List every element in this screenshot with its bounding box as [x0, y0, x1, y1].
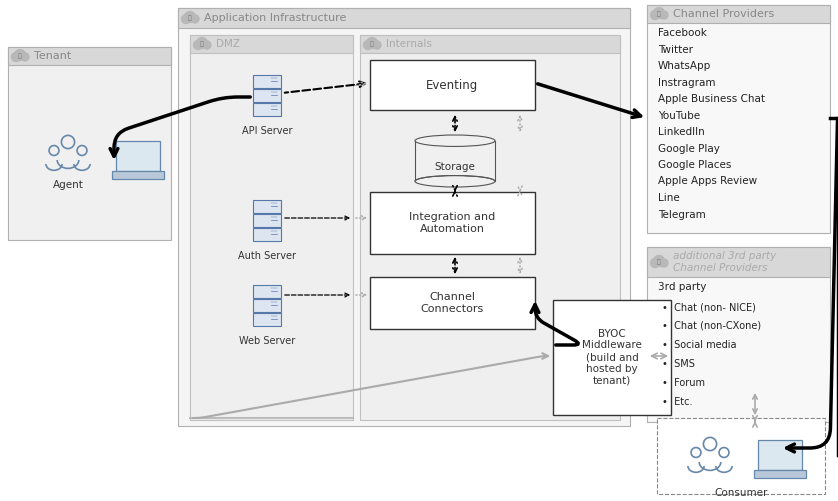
FancyBboxPatch shape: [253, 75, 281, 88]
FancyBboxPatch shape: [253, 214, 281, 226]
FancyBboxPatch shape: [253, 313, 281, 326]
Text: Tenant: Tenant: [34, 51, 71, 61]
Circle shape: [14, 50, 25, 61]
Text: Apple Business Chat: Apple Business Chat: [658, 94, 765, 104]
Circle shape: [650, 259, 660, 268]
FancyBboxPatch shape: [370, 192, 535, 254]
Text: •  Forum: • Forum: [662, 378, 705, 388]
Ellipse shape: [415, 135, 495, 146]
Text: ⚿: ⚿: [200, 42, 204, 47]
FancyBboxPatch shape: [657, 418, 825, 494]
FancyBboxPatch shape: [253, 200, 281, 212]
Text: Twitter: Twitter: [658, 45, 693, 55]
FancyBboxPatch shape: [553, 300, 671, 415]
FancyBboxPatch shape: [112, 171, 164, 179]
Text: Storage: Storage: [435, 162, 475, 172]
FancyBboxPatch shape: [370, 60, 535, 110]
FancyBboxPatch shape: [647, 5, 830, 233]
Text: Facebook: Facebook: [658, 28, 707, 38]
Circle shape: [650, 11, 660, 20]
Text: ⚿: ⚿: [370, 42, 374, 47]
Circle shape: [373, 41, 381, 49]
Text: YouTube: YouTube: [658, 111, 700, 121]
FancyBboxPatch shape: [253, 103, 281, 116]
FancyBboxPatch shape: [253, 299, 281, 312]
FancyBboxPatch shape: [360, 35, 620, 420]
FancyBboxPatch shape: [647, 247, 830, 422]
FancyBboxPatch shape: [370, 277, 535, 329]
Circle shape: [194, 41, 203, 50]
FancyBboxPatch shape: [116, 141, 160, 171]
Text: ⚿: ⚿: [18, 54, 22, 59]
FancyBboxPatch shape: [8, 47, 171, 240]
Text: Agent: Agent: [53, 180, 84, 190]
FancyBboxPatch shape: [360, 35, 620, 53]
FancyBboxPatch shape: [253, 285, 281, 298]
Circle shape: [364, 41, 373, 50]
Text: Telegram: Telegram: [658, 209, 706, 219]
FancyBboxPatch shape: [8, 47, 171, 65]
Text: •  Etc.: • Etc.: [662, 397, 692, 407]
Text: DMZ: DMZ: [216, 39, 240, 49]
Text: ⚿: ⚿: [188, 16, 192, 22]
FancyBboxPatch shape: [415, 141, 495, 181]
Text: •  Chat (non-CXone): • Chat (non-CXone): [662, 321, 761, 331]
Circle shape: [191, 15, 199, 23]
Text: Apple Apps Review: Apple Apps Review: [658, 176, 757, 186]
FancyBboxPatch shape: [190, 35, 353, 53]
Text: Auth Server: Auth Server: [238, 251, 296, 261]
FancyBboxPatch shape: [253, 89, 281, 102]
Circle shape: [654, 8, 665, 19]
Circle shape: [12, 53, 20, 62]
Circle shape: [660, 11, 668, 19]
FancyBboxPatch shape: [178, 8, 630, 426]
FancyBboxPatch shape: [647, 247, 830, 277]
Text: Web Server: Web Server: [239, 336, 295, 346]
Circle shape: [654, 256, 665, 267]
Text: •  Social media: • Social media: [662, 340, 737, 350]
Text: Google Play: Google Play: [658, 143, 720, 153]
Circle shape: [184, 12, 195, 23]
Circle shape: [660, 259, 668, 267]
FancyBboxPatch shape: [647, 5, 830, 23]
FancyBboxPatch shape: [253, 228, 281, 240]
Text: Instragram: Instragram: [658, 78, 716, 88]
Text: Consumer: Consumer: [714, 488, 768, 498]
Circle shape: [366, 38, 377, 49]
Text: Application Infrastructure: Application Infrastructure: [204, 13, 346, 23]
Text: Channel Providers: Channel Providers: [673, 9, 774, 19]
Text: Internals: Internals: [386, 39, 432, 49]
Text: Channel
Connectors: Channel Connectors: [421, 292, 484, 314]
Text: API Server: API Server: [241, 126, 292, 136]
Text: Google Places: Google Places: [658, 160, 732, 170]
Circle shape: [203, 41, 211, 49]
Text: BYOC
Middleware
(build and
hosted by
tenant): BYOC Middleware (build and hosted by ten…: [582, 329, 642, 385]
Text: •  Chat (non- NICE): • Chat (non- NICE): [662, 302, 756, 312]
Text: 3rd party: 3rd party: [658, 282, 706, 292]
Text: Integration and
Automation: Integration and Automation: [409, 212, 495, 234]
Text: Line: Line: [658, 193, 680, 203]
FancyBboxPatch shape: [178, 8, 630, 28]
FancyBboxPatch shape: [758, 440, 802, 470]
Text: ⚿: ⚿: [657, 12, 661, 18]
Text: WhatsApp: WhatsApp: [658, 61, 711, 71]
FancyBboxPatch shape: [190, 35, 353, 420]
Text: •  SMS: • SMS: [662, 359, 695, 369]
Circle shape: [21, 53, 29, 61]
Circle shape: [182, 15, 190, 24]
Circle shape: [196, 38, 208, 49]
Ellipse shape: [415, 175, 495, 187]
Text: LinkedIln: LinkedIln: [658, 127, 705, 137]
Text: Eventing: Eventing: [426, 79, 478, 92]
Text: additional 3rd party
Channel Providers: additional 3rd party Channel Providers: [673, 251, 776, 273]
FancyBboxPatch shape: [754, 470, 806, 478]
Text: ⚿: ⚿: [657, 260, 661, 266]
